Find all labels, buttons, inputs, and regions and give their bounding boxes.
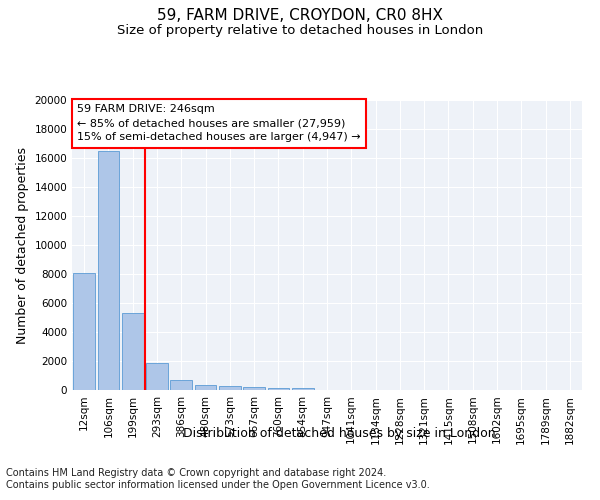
Text: Contains public sector information licensed under the Open Government Licence v3: Contains public sector information licen…	[6, 480, 430, 490]
Bar	[219, 386, 241, 390]
Text: Contains HM Land Registry data © Crown copyright and database right 2024.: Contains HM Land Registry data © Crown c…	[6, 468, 386, 477]
Bar	[268, 388, 289, 390]
Y-axis label: Number of detached properties: Number of detached properties	[16, 146, 29, 344]
Text: Distribution of detached houses by size in London: Distribution of detached houses by size …	[182, 428, 496, 440]
Bar	[73, 272, 95, 390]
Text: 59 FARM DRIVE: 246sqm
← 85% of detached houses are smaller (27,959)
15% of semi-: 59 FARM DRIVE: 246sqm ← 85% of detached …	[77, 104, 361, 142]
Bar	[97, 151, 119, 390]
Bar	[194, 385, 217, 390]
Bar	[146, 363, 168, 390]
Text: 59, FARM DRIVE, CROYDON, CR0 8HX: 59, FARM DRIVE, CROYDON, CR0 8HX	[157, 8, 443, 22]
Bar	[292, 388, 314, 390]
Bar	[243, 387, 265, 390]
Bar	[170, 380, 192, 390]
Text: Size of property relative to detached houses in London: Size of property relative to detached ho…	[117, 24, 483, 37]
Bar	[122, 313, 143, 390]
